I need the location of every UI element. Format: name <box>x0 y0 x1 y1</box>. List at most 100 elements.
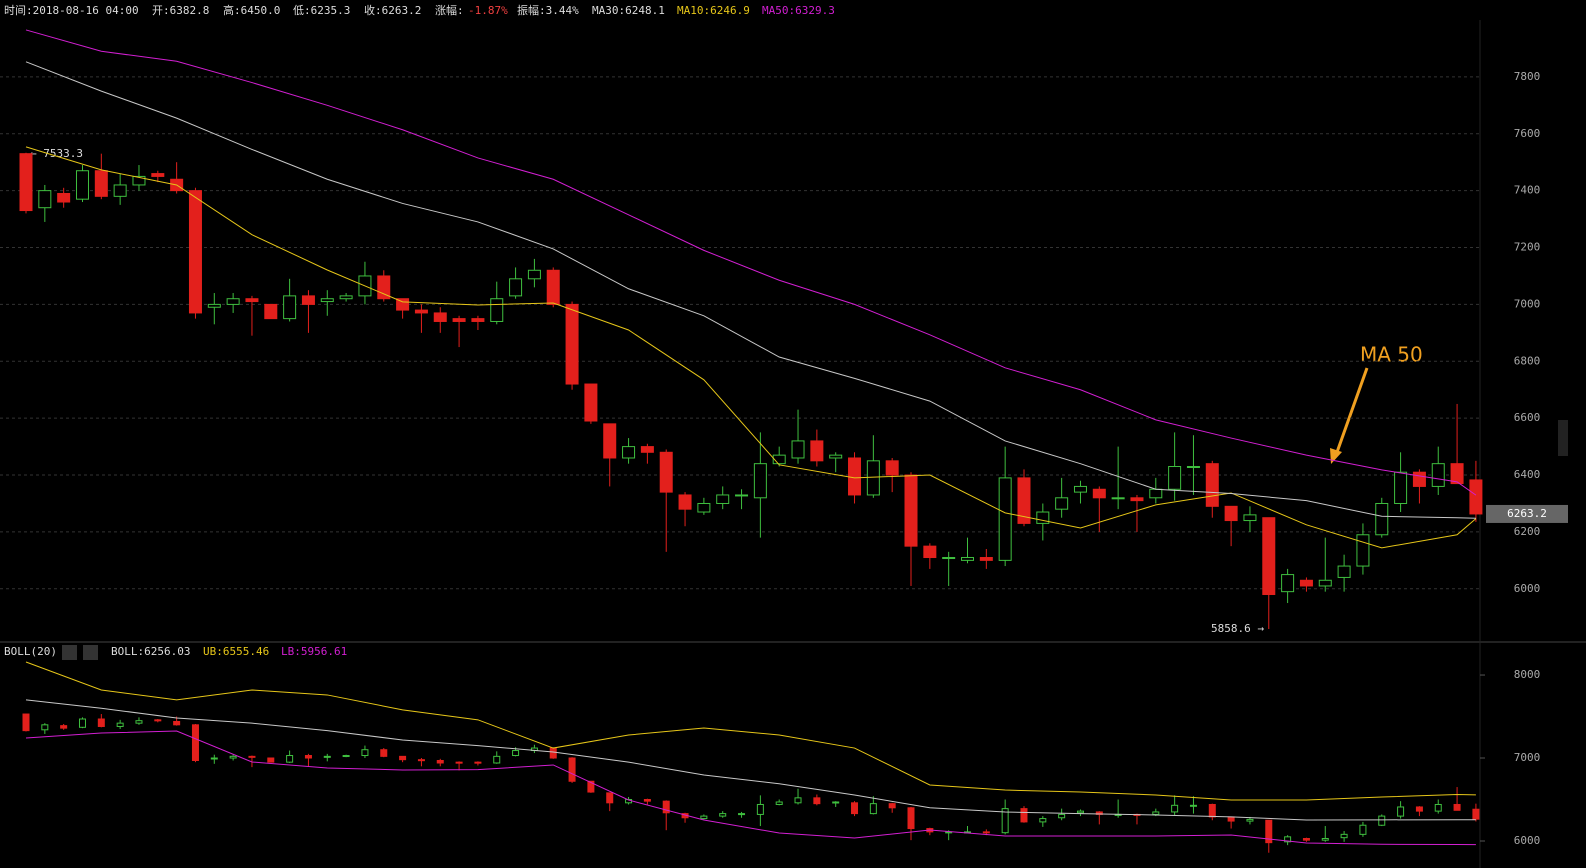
candle-body <box>1111 497 1125 500</box>
candle-body <box>94 170 108 197</box>
candle-body <box>509 278 523 297</box>
candle-body <box>226 298 240 305</box>
candle-body <box>584 383 598 422</box>
candle-body <box>245 298 259 303</box>
candle-body <box>719 813 727 817</box>
candle-body <box>1227 816 1235 822</box>
candle-body <box>1281 574 1295 593</box>
candle-body <box>286 755 294 763</box>
candle-body <box>1189 804 1197 807</box>
candle-body <box>1412 471 1426 487</box>
candle-body <box>1076 810 1084 814</box>
candle-body <box>1265 819 1273 844</box>
candle-body <box>1036 511 1050 524</box>
high: 高:6450.0 <box>223 3 280 17</box>
ma30: MA30:6248.1 <box>592 4 665 17</box>
open: 开:6382.8 <box>152 4 209 17</box>
candle-body <box>1171 804 1179 813</box>
candle-body <box>323 755 331 758</box>
candle-body <box>869 803 877 815</box>
candle-body <box>1039 818 1047 823</box>
candle-body <box>1186 466 1200 469</box>
y-tick-label: 6400 <box>1514 468 1541 481</box>
candle-body <box>982 831 990 834</box>
candle-body <box>1224 505 1238 522</box>
candle-body <box>1168 466 1182 490</box>
candle-body <box>1017 477 1031 524</box>
candle-body <box>191 724 199 762</box>
candle-body <box>1453 803 1461 811</box>
candle-body <box>961 557 974 561</box>
candle-body <box>1130 497 1144 502</box>
candle-body <box>188 190 202 314</box>
candle-body <box>1378 815 1386 826</box>
candle-body <box>549 747 557 759</box>
candle-body <box>866 460 880 496</box>
candle-body <box>396 298 410 311</box>
y-tick-label: 7200 <box>1514 241 1541 254</box>
price-tag <box>1486 504 1568 523</box>
ub-value: UB:6555.46 <box>203 645 269 658</box>
close-button[interactable] <box>83 645 98 660</box>
y-tick-label: 7000 <box>1514 297 1541 310</box>
candle-body <box>248 755 256 758</box>
candle-body <box>301 295 315 305</box>
candle-body <box>173 721 181 726</box>
candle-body <box>791 440 805 459</box>
change-label: 涨幅: <box>435 4 464 17</box>
candle-body <box>1359 824 1367 835</box>
candle-body <box>132 175 146 186</box>
candle-body <box>1092 488 1106 499</box>
candle-body <box>756 803 764 815</box>
y-tick-label: 7800 <box>1514 70 1541 83</box>
candle-body <box>493 755 501 764</box>
indicator-line <box>25 146 1477 549</box>
candle-body <box>1397 806 1405 817</box>
side-tab[interactable] <box>1558 420 1568 456</box>
candle-body <box>998 477 1012 561</box>
candle-body <box>606 792 614 804</box>
candle-body <box>1337 565 1351 578</box>
high-annotation: ← 7533.3 <box>30 147 83 160</box>
low-annotation: 5858.6 → <box>1211 622 1264 635</box>
candle-body <box>1243 514 1257 522</box>
candle-body <box>772 454 786 465</box>
candle-body <box>1058 813 1066 819</box>
candle-body <box>1318 579 1332 587</box>
candle-body <box>527 269 541 280</box>
y-tick-label: 7600 <box>1514 127 1541 140</box>
candle-body <box>1302 838 1310 841</box>
candle-body <box>267 757 275 763</box>
candle-body <box>810 440 824 462</box>
candle-body <box>57 192 71 203</box>
candle-body <box>979 557 993 561</box>
candle-body <box>1394 471 1408 504</box>
y-tick-label: 6800 <box>1514 354 1541 367</box>
indicator-line <box>25 730 1476 846</box>
candle-body <box>735 494 749 497</box>
candle-body <box>942 557 956 560</box>
candle-body <box>1208 803 1216 818</box>
candle-body <box>678 494 692 510</box>
candle-body <box>923 545 937 559</box>
candle-body <box>320 298 334 303</box>
settings-button[interactable] <box>62 645 77 660</box>
candle-body <box>1356 534 1370 567</box>
candle-body <box>1415 806 1423 812</box>
candle-body <box>210 757 218 760</box>
candle-body <box>380 749 388 757</box>
indicator-line <box>25 661 1476 801</box>
candle-body <box>433 312 447 322</box>
candle-body <box>342 755 350 758</box>
candle-body <box>832 801 840 804</box>
candle-body <box>78 718 86 728</box>
close: 收:6263.2 <box>364 3 421 17</box>
y-tick-label: 6000 <box>1514 582 1541 595</box>
candle-body <box>622 446 636 459</box>
candle-body <box>229 755 237 759</box>
candle-body <box>829 454 843 459</box>
candle-body <box>603 423 617 459</box>
candle-body <box>1434 803 1442 812</box>
